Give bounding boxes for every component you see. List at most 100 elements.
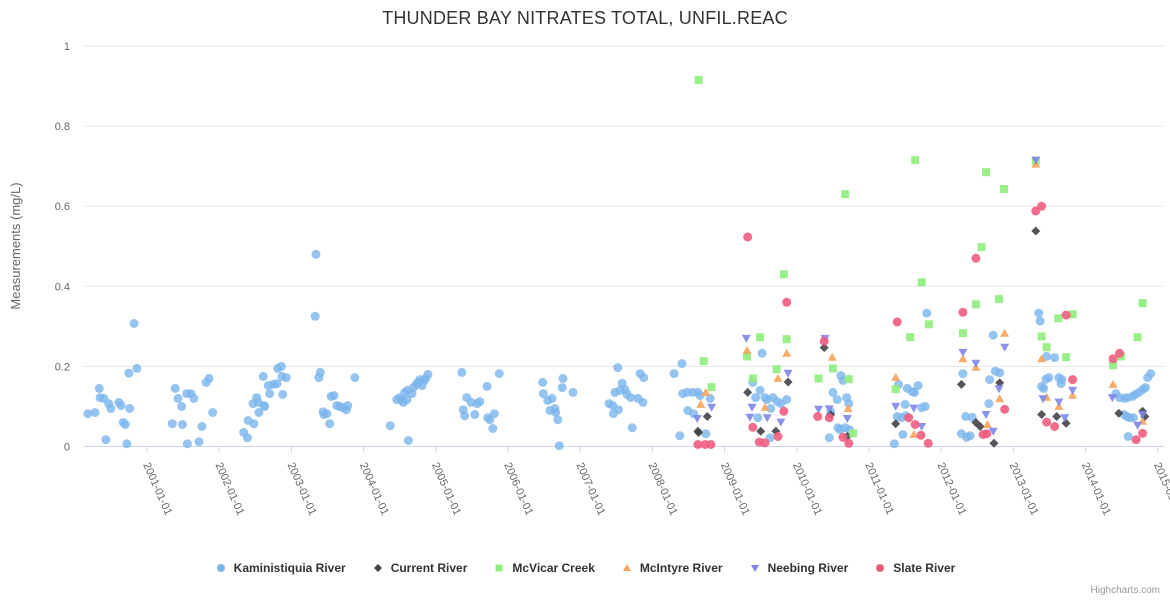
point-kaministiquia-river[interactable] <box>116 401 126 411</box>
point-neebing-river[interactable] <box>891 402 901 411</box>
point-kaministiquia-river[interactable] <box>122 439 132 449</box>
point-kaministiquia-river[interactable] <box>922 308 932 318</box>
point-kaministiquia-river[interactable] <box>489 409 499 419</box>
point-neebing-river[interactable] <box>1054 398 1064 407</box>
point-slate-river[interactable] <box>748 422 758 432</box>
point-kaministiquia-river[interactable] <box>613 363 623 373</box>
point-current-river[interactable] <box>1061 418 1071 428</box>
point-slate-river[interactable] <box>838 432 848 442</box>
point-neebing-river[interactable] <box>692 415 702 423</box>
point-mcintyre-river[interactable] <box>827 352 837 361</box>
point-slate-river[interactable] <box>1061 310 1071 320</box>
point-slate-river[interactable] <box>819 336 829 346</box>
point-slate-river[interactable] <box>844 438 854 448</box>
point-slate-river[interactable] <box>1131 435 1141 445</box>
point-kaministiquia-river[interactable] <box>554 441 564 451</box>
point-slate-river[interactable] <box>1108 354 1118 364</box>
point-kaministiquia-river[interactable] <box>173 393 183 403</box>
point-kaministiquia-river[interactable] <box>995 368 1005 378</box>
point-kaministiquia-river[interactable] <box>278 389 288 399</box>
point-kaministiquia-river[interactable] <box>265 389 275 399</box>
point-kaministiquia-river[interactable] <box>258 371 268 381</box>
point-kaministiquia-river[interactable] <box>460 411 470 421</box>
point-mcintyre-river[interactable] <box>773 373 783 382</box>
point-kaministiquia-river[interactable] <box>985 375 995 385</box>
point-neebing-river[interactable] <box>747 403 757 412</box>
point-kaministiquia-river[interactable] <box>1035 316 1045 326</box>
point-kaministiquia-river[interactable] <box>125 404 135 413</box>
legend-item-current-river[interactable]: Current River <box>372 561 467 575</box>
point-current-river[interactable] <box>995 378 1005 388</box>
point-mcvicar-creek[interactable] <box>841 190 850 199</box>
point-slate-river[interactable] <box>904 413 914 423</box>
point-mcvicar-creek[interactable] <box>772 365 781 374</box>
point-kaministiquia-river[interactable] <box>1141 383 1150 393</box>
point-neebing-river[interactable] <box>981 411 991 419</box>
point-slate-river[interactable] <box>779 406 789 416</box>
point-kaministiquia-river[interactable] <box>402 395 412 405</box>
point-current-river[interactable] <box>783 377 793 387</box>
point-neebing-river[interactable] <box>988 427 998 436</box>
point-current-river[interactable] <box>1037 410 1047 419</box>
point-slate-river[interactable] <box>1000 404 1010 414</box>
point-neebing-river[interactable] <box>1060 414 1070 423</box>
point-mcintyre-river[interactable] <box>1108 379 1118 388</box>
point-slate-river[interactable] <box>782 297 792 307</box>
point-current-river[interactable] <box>743 387 753 397</box>
point-kaministiquia-river[interactable] <box>551 408 561 417</box>
point-kaministiquia-river[interactable] <box>553 415 563 425</box>
point-slate-river[interactable] <box>743 232 753 242</box>
point-kaministiquia-river[interactable] <box>1042 351 1052 361</box>
point-kaministiquia-river[interactable] <box>260 401 270 411</box>
point-current-river[interactable] <box>756 426 766 436</box>
point-kaministiquia-river[interactable] <box>1128 413 1138 423</box>
point-kaministiquia-river[interactable] <box>242 433 252 443</box>
point-slate-river[interactable] <box>1068 375 1078 385</box>
point-kaministiquia-river[interactable] <box>984 399 994 409</box>
point-mcvicar-creek[interactable] <box>844 375 853 384</box>
point-mcintyre-river[interactable] <box>696 399 706 408</box>
point-kaministiquia-river[interactable] <box>120 420 130 429</box>
point-kaministiquia-river[interactable] <box>403 436 413 445</box>
point-kaministiquia-river[interactable] <box>1123 432 1133 441</box>
point-current-river[interactable] <box>1031 226 1041 236</box>
point-kaministiquia-river[interactable] <box>322 409 332 419</box>
point-mcvicar-creek[interactable] <box>756 333 764 342</box>
point-slate-river[interactable] <box>1042 417 1052 427</box>
point-kaministiquia-river[interactable] <box>900 399 910 409</box>
point-neebing-river[interactable] <box>783 369 793 378</box>
point-mcintyre-river[interactable] <box>1000 328 1010 337</box>
point-mcvicar-creek[interactable] <box>849 429 858 438</box>
point-neebing-river[interactable] <box>814 405 823 414</box>
point-slate-river[interactable] <box>706 440 716 449</box>
point-mcvicar-creek[interactable] <box>699 357 708 366</box>
point-kaministiquia-river[interactable] <box>558 373 568 383</box>
point-mcintyre-river[interactable] <box>982 420 992 428</box>
point-mcvicar-creek[interactable] <box>1138 299 1147 308</box>
point-mcintyre-river[interactable] <box>909 430 919 438</box>
point-kaministiquia-river[interactable] <box>757 348 767 358</box>
point-kaministiquia-river[interactable] <box>272 379 282 389</box>
point-slate-river[interactable] <box>1138 428 1148 438</box>
point-mcintyre-river[interactable] <box>742 345 752 354</box>
point-kaministiquia-river[interactable] <box>94 383 104 393</box>
point-neebing-river[interactable] <box>1068 386 1078 395</box>
point-current-river[interactable] <box>694 428 704 437</box>
point-slate-river[interactable] <box>773 432 783 441</box>
point-kaministiquia-river[interactable] <box>281 373 291 383</box>
point-mcintyre-river[interactable] <box>701 387 711 396</box>
point-kaministiquia-river[interactable] <box>470 410 480 419</box>
point-kaministiquia-river[interactable] <box>701 429 711 439</box>
point-slate-river[interactable] <box>693 440 703 449</box>
point-kaministiquia-river[interactable] <box>677 359 687 369</box>
point-mcvicar-creek[interactable] <box>995 295 1003 304</box>
point-kaministiquia-river[interactable] <box>824 433 834 443</box>
point-neebing-river[interactable] <box>971 359 981 368</box>
point-mcvicar-creek[interactable] <box>911 156 920 165</box>
point-kaministiquia-river[interactable] <box>311 249 321 259</box>
point-kaministiquia-river[interactable] <box>638 397 648 407</box>
point-kaministiquia-river[interactable] <box>1039 383 1049 393</box>
point-neebing-river[interactable] <box>1133 421 1143 430</box>
point-kaministiquia-river[interactable] <box>958 369 968 379</box>
point-mcvicar-creek[interactable] <box>971 300 980 309</box>
